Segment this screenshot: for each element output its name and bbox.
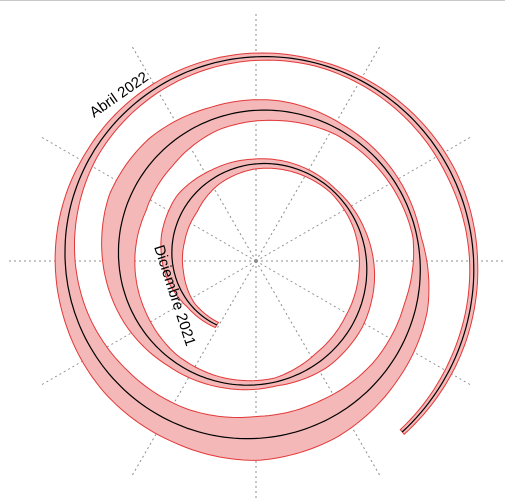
grid-spoke xyxy=(255,260,473,387)
grid-spoke xyxy=(255,44,382,262)
grid-spoke xyxy=(130,260,257,478)
spiral-path xyxy=(64,56,475,440)
grid-spoke xyxy=(130,44,257,262)
grid-spoke xyxy=(255,260,382,478)
grid-spoke xyxy=(39,260,257,387)
grid-spoke xyxy=(255,135,473,262)
grid-spoke xyxy=(39,135,257,262)
spiral-line xyxy=(64,56,475,440)
